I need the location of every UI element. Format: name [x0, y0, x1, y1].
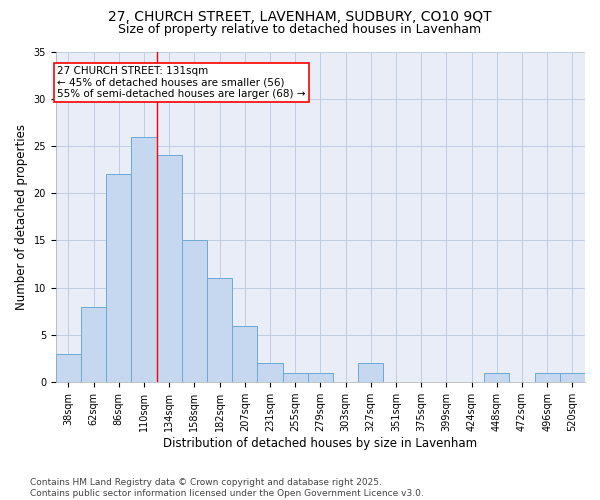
Bar: [232, 326, 257, 382]
Text: Contains HM Land Registry data © Crown copyright and database right 2025.
Contai: Contains HM Land Registry data © Crown c…: [30, 478, 424, 498]
Bar: [131, 136, 157, 382]
Bar: [358, 364, 383, 382]
Bar: [560, 373, 585, 382]
Bar: [535, 373, 560, 382]
Bar: [484, 373, 509, 382]
Text: 27, CHURCH STREET, LAVENHAM, SUDBURY, CO10 9QT: 27, CHURCH STREET, LAVENHAM, SUDBURY, CO…: [108, 10, 492, 24]
Bar: [308, 373, 333, 382]
Text: Size of property relative to detached houses in Lavenham: Size of property relative to detached ho…: [118, 22, 482, 36]
Bar: [207, 278, 232, 382]
Bar: [56, 354, 81, 382]
Text: 27 CHURCH STREET: 131sqm
← 45% of detached houses are smaller (56)
55% of semi-d: 27 CHURCH STREET: 131sqm ← 45% of detach…: [57, 66, 305, 99]
X-axis label: Distribution of detached houses by size in Lavenham: Distribution of detached houses by size …: [163, 437, 478, 450]
Bar: [157, 156, 182, 382]
Bar: [283, 373, 308, 382]
Bar: [81, 306, 106, 382]
Y-axis label: Number of detached properties: Number of detached properties: [15, 124, 28, 310]
Bar: [257, 364, 283, 382]
Bar: [182, 240, 207, 382]
Bar: [106, 174, 131, 382]
